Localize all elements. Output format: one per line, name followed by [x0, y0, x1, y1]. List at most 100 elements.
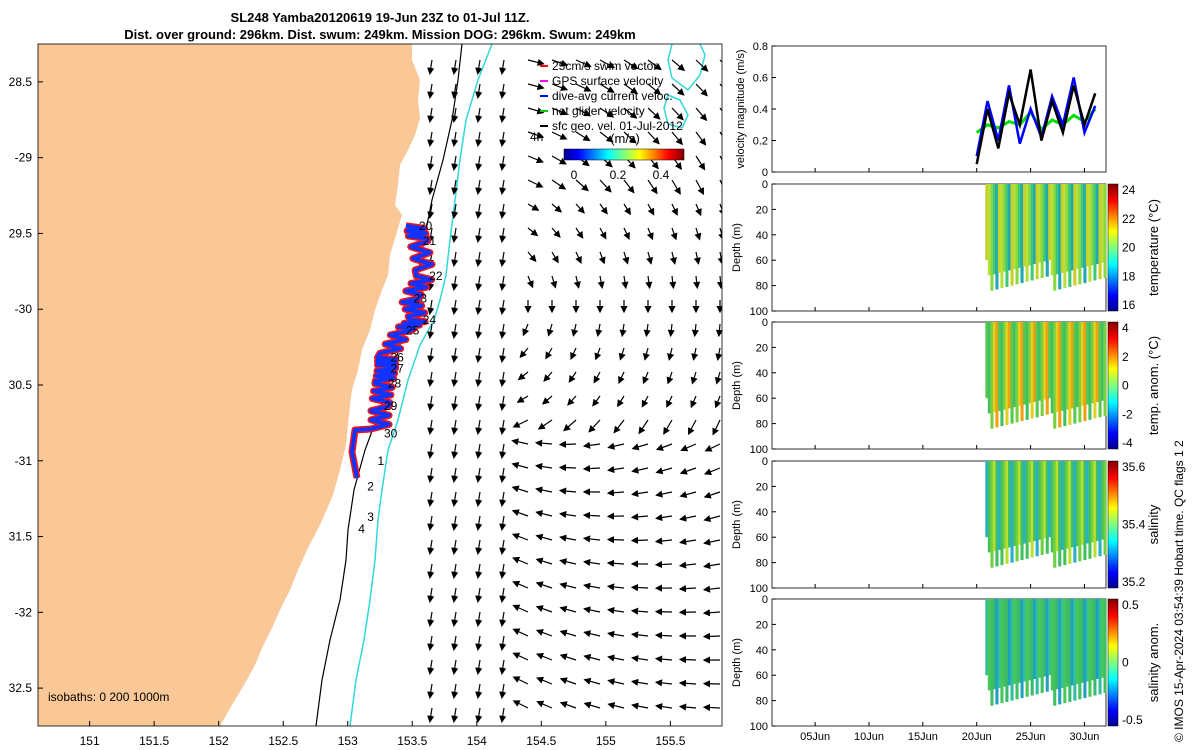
geo-velocity-arrow: [551, 59, 569, 67]
geo-velocity-arrow: [475, 347, 483, 363]
temperature-profile-column: [995, 184, 999, 290]
salinity_anom-profile-column: [1060, 599, 1064, 688]
temp_anom-colorbar-tick: 2: [1122, 350, 1129, 364]
day-label: 4: [358, 522, 365, 536]
salinity-colorbar-tick: 35.2: [1122, 575, 1146, 589]
day-label: 28: [388, 376, 402, 390]
salinity_anom-profile-column: [1033, 599, 1037, 679]
temperature-profile-column: [1058, 184, 1062, 290]
day-label: 20: [419, 219, 433, 233]
salinity_anom-profile-column: [1013, 599, 1017, 685]
geo-velocity-arrow: [575, 59, 592, 68]
salinity_anom-profile-column: [1063, 599, 1067, 704]
temperature-ytick-label: 40: [756, 230, 768, 242]
geo-velocity-arrow: [499, 515, 507, 531]
geo-velocity-arrow: [643, 323, 651, 338]
temperature-profile-column: [1000, 184, 1004, 289]
geo-velocity-arrow: [475, 683, 483, 699]
geo-velocity-arrow: [527, 203, 540, 211]
salinity-profile-column: [1005, 461, 1009, 564]
map-xtick-label: 153.5: [397, 734, 427, 748]
geo-velocity-arrow: [631, 655, 649, 663]
temp_anom-colorbar: [1107, 321, 1119, 450]
salinity-profile-column: [1085, 461, 1089, 544]
geo-velocity-arrow: [499, 227, 507, 243]
temp_anom-colorbar-tick: 0: [1122, 379, 1129, 393]
geo-velocity-arrow: [475, 371, 483, 387]
salinity_anom-colorbar-tick: 0: [1122, 656, 1129, 670]
geo-velocity-arrow: [451, 443, 459, 459]
salinity-ylabel: Depth (m): [731, 500, 743, 549]
geo-velocity-arrow: [427, 659, 435, 675]
geo-velocity-arrow: [427, 371, 435, 387]
salinity-colorbar-label: salinity: [1146, 504, 1161, 544]
geo-velocity-arrow: [631, 443, 649, 451]
geo-velocity-arrow: [703, 515, 721, 523]
temp_anom-profile-column: [1043, 322, 1047, 400]
geo-velocity-arrow: [499, 395, 507, 411]
geo-velocity-arrow: [512, 604, 529, 613]
geo-velocity-arrow: [451, 371, 459, 387]
geo-velocity-arrow: [451, 251, 459, 267]
salinity_anom-profile-column: [1080, 599, 1084, 683]
temp_anom-ytick-label: 100: [750, 444, 768, 456]
temperature-colorbar-tick: 18: [1122, 269, 1136, 283]
temp_anom-profile-column: [990, 322, 994, 429]
geo-velocity-arrow: [451, 707, 459, 723]
temperature-profile-column: [1080, 184, 1084, 268]
salinity_anom-profile-column: [992, 599, 996, 690]
salinity-profile-column: [1070, 461, 1074, 548]
salinity-profile-column: [1055, 461, 1059, 552]
temperature-profile-column: [985, 184, 989, 261]
salinity-profile-column: [997, 461, 1001, 550]
geo-velocity-arrow: [534, 439, 553, 447]
geo-velocity-arrow: [551, 131, 568, 140]
geo-velocity-arrow: [607, 654, 625, 662]
geo-velocity-arrow: [718, 203, 722, 217]
geo-velocity-arrow: [499, 131, 507, 147]
salinity-profile-column: [1033, 461, 1037, 541]
legend-entry: 25cm/s swim vector: [552, 59, 657, 73]
geo-velocity-arrow: [475, 299, 483, 315]
temp_anom-profile-column: [1095, 322, 1099, 402]
panel-xtick-label: 15Jun: [908, 731, 938, 743]
geo-velocity-arrow: [647, 203, 655, 216]
salinity_anom-profile-column: [1038, 599, 1042, 678]
temp_anom-profile-column: [1015, 322, 1019, 423]
salinity_anom-colorbar-tick: -0.5: [1122, 713, 1143, 727]
salinity-profile-column: [1083, 461, 1087, 561]
temperature-profile-column: [992, 184, 996, 275]
geo-velocity-arrow: [671, 59, 686, 72]
salinity-profile-column: [1095, 461, 1099, 541]
temperature-colorbar: [1107, 183, 1119, 312]
salinity_anom-profile-column: [1043, 599, 1047, 677]
geo-velocity-arrow: [499, 563, 507, 579]
temperature-profile-column: [1013, 184, 1017, 270]
geo-velocity-arrow: [570, 347, 577, 360]
geo-velocity-arrow: [475, 227, 483, 243]
temperature-ytick-label: 80: [756, 281, 768, 293]
geo-velocity-arrow: [702, 703, 721, 712]
geo-velocity-arrow: [667, 347, 675, 361]
geo-velocity-arrow: [695, 179, 705, 196]
geo-velocity-arrow: [499, 347, 507, 363]
salinity-profile-column: [1053, 461, 1057, 568]
geo-velocity-arrow: [642, 347, 650, 361]
geo-velocity-arrow: [607, 678, 625, 686]
geo-velocity-arrow: [598, 251, 606, 265]
salinity-ytick-label: 20: [756, 481, 768, 493]
salinity_anom-profile-column: [1050, 599, 1054, 691]
geo-velocity-arrow: [535, 510, 553, 518]
salinity_anom-profile-column: [1010, 599, 1014, 701]
temp_anom-profile-column: [1018, 322, 1022, 406]
temp_anom-profile-column: [1033, 322, 1037, 402]
geo-velocity-arrow: [582, 464, 601, 473]
geo-velocity-arrow: [499, 179, 507, 195]
geo-velocity-arrow: [451, 611, 459, 627]
geo-velocity-arrow: [427, 83, 435, 99]
geo-velocity-arrow: [451, 635, 459, 651]
salinity-profile-column: [1048, 461, 1052, 538]
geo-velocity-arrow: [679, 491, 697, 499]
temperature-profile-column: [1043, 184, 1047, 262]
geo-velocity-arrow: [550, 275, 558, 289]
